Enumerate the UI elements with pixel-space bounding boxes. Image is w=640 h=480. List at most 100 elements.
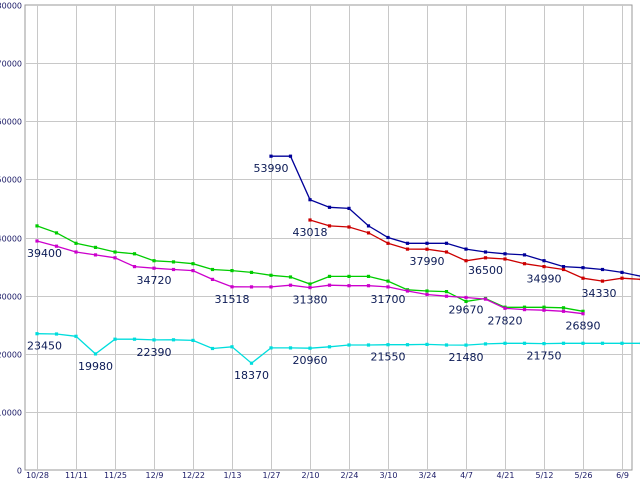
data-point [444,290,449,294]
data-point [386,285,390,289]
data-label: 21480 [449,351,484,364]
data-point [249,270,254,274]
data-label: 31700 [371,293,406,306]
data-point [483,256,488,260]
data-point [269,154,273,158]
x-tick-label: 3/24 [419,471,437,480]
data-label: 37990 [410,255,445,268]
y-axis: 0 10000 20000 30000 40000 50000 60000 70000 8000… [0,2,22,476]
data-point [561,267,566,272]
series-line [271,155,640,277]
data-point [620,341,624,345]
data-point [288,275,293,279]
data-point [308,346,312,350]
data-label: 29670 [449,304,484,317]
data-point [405,247,410,251]
y-tick-label: 0 [17,467,22,476]
data-point [444,343,449,347]
data-point [483,297,488,301]
data-point [191,269,195,273]
data-point [347,274,351,278]
data-point [132,252,137,256]
series-line [309,219,640,282]
data-point [561,341,566,345]
data-point [230,269,234,273]
data-label: 36500 [468,264,503,277]
data-point [35,332,39,336]
data-point [308,286,312,290]
data-point [503,341,507,345]
plot-background [24,4,633,471]
data-point [35,224,39,228]
y-tick-label: 30000 [0,293,22,302]
data-point [425,342,429,346]
data-point [386,241,390,245]
data-point [113,337,117,341]
data-point [600,341,605,345]
data-point [600,279,605,283]
data-point [230,285,234,289]
data-point [425,292,429,297]
y-tick-label: 60000 [0,118,22,127]
data-label: 27820 [488,314,523,327]
data-point [561,265,566,269]
x-tick-label: 4/7 [460,471,473,480]
x-tick-label: 12/22 [182,471,205,480]
data-label: 34990 [527,273,562,286]
data-point [405,289,410,293]
data-point [425,289,429,293]
x-tick-label: 2/24 [341,471,359,480]
data-point [288,154,293,158]
data-point [561,309,566,313]
data-point [522,253,527,257]
data-label: 21550 [371,351,406,364]
x-tick-label: 11/11 [65,471,88,480]
data-point [152,266,156,270]
x-axis: 10/28 11/11 11/25 12/9 12/22 1/13 1/27 2/10 2/24… [26,471,629,480]
data-labels: 5399031780430183799036500349903433039400… [27,162,617,382]
data-label: 31518 [215,293,250,306]
data-point [327,345,332,349]
data-label: 39400 [27,247,62,260]
series-layer [35,154,640,365]
data-label: 31380 [293,294,328,307]
data-point [210,267,215,272]
data-point [542,259,546,263]
data-point [542,265,546,269]
data-point [249,361,254,365]
data-point [620,270,624,274]
data-point [74,241,78,245]
data-point [542,342,546,346]
x-tick-label: 5/12 [536,471,554,480]
data-point [327,205,332,209]
data-point [581,276,585,280]
data-label: 21750 [527,350,562,363]
data-point [327,224,332,228]
data-point [366,231,371,235]
data-point [93,245,98,249]
data-point [327,274,332,278]
data-point [132,265,137,269]
x-tick-label: 10/28 [26,471,49,480]
data-point [113,256,117,260]
data-label: 19980 [78,360,113,373]
data-point [347,206,351,210]
data-point [444,250,449,254]
data-point [93,253,98,257]
data-point [503,252,507,256]
y-tick-label: 50000 [0,176,22,185]
data-point [581,341,585,345]
data-point [210,346,215,351]
data-point [93,352,98,356]
data-point [152,259,156,263]
data-point [366,284,371,288]
data-point [386,279,390,283]
data-point [405,343,410,347]
data-point [132,337,137,341]
data-point [405,241,410,245]
data-point [542,308,546,312]
data-label: 53990 [254,162,289,175]
x-tick-label: 12/9 [146,471,164,480]
data-point [522,341,527,345]
data-point [288,346,293,350]
